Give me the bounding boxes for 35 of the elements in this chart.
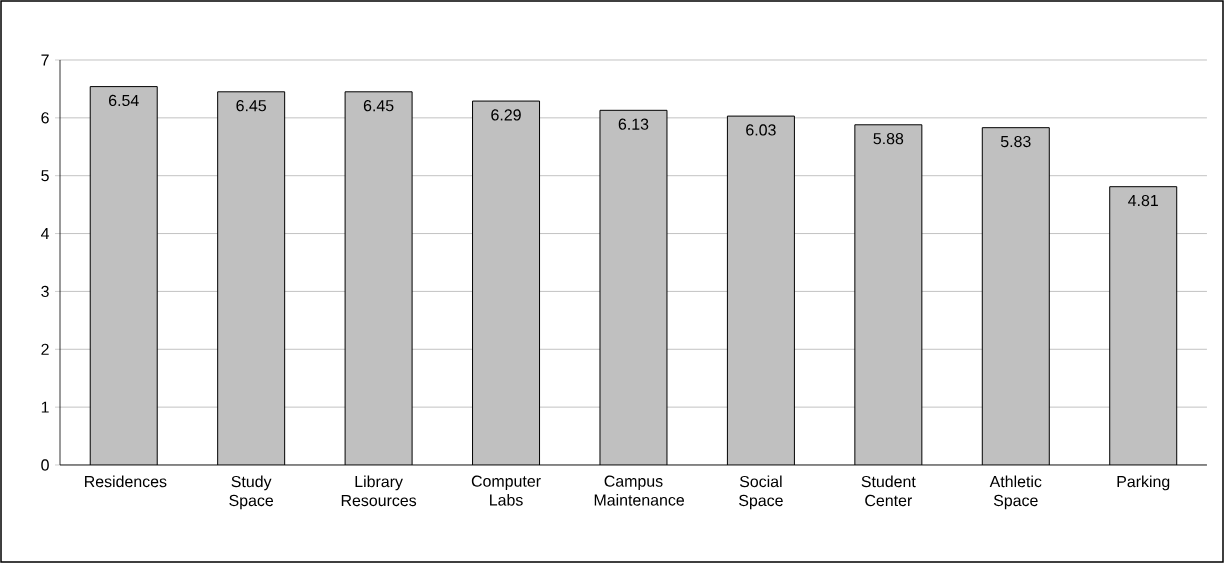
data-label: 6.03	[746, 124, 776, 136]
y-tick-label: 4	[40, 228, 50, 240]
data-label: 6.45	[363, 100, 394, 112]
y-tick-label: 1	[41, 401, 49, 413]
bar	[345, 91, 413, 465]
data-label: 4.81	[1128, 194, 1158, 207]
x-tick-label: Library Resources	[341, 475, 417, 507]
x-tick-label: Computer Labs	[471, 475, 541, 506]
data-label: 6.54	[109, 94, 139, 107]
data-label: 6.29	[491, 109, 521, 121]
bar	[217, 91, 285, 465]
data-label: 5.83	[1000, 135, 1031, 148]
y-tick-label: 5	[41, 170, 49, 182]
y-tick-label: 6	[41, 112, 49, 124]
y-tick-label: 7	[41, 54, 49, 66]
bar	[599, 110, 667, 465]
x-tick-label: Student Center	[861, 475, 916, 507]
bar	[727, 116, 795, 465]
bar	[1109, 186, 1178, 465]
bar	[854, 124, 922, 465]
x-tick-label: Campus Maintenance	[594, 475, 685, 506]
data-label: 5.88	[873, 132, 904, 145]
x-tick-label: Social Space	[739, 475, 783, 510]
x-tick-label: Athletic Space	[989, 475, 1042, 510]
data-label: 6.45	[236, 100, 266, 112]
bar	[90, 86, 158, 465]
bar	[472, 101, 540, 465]
x-tick-label: Residences	[85, 475, 167, 488]
y-tick-label: 2	[41, 343, 49, 355]
data-label: 6.13	[618, 118, 649, 130]
y-tick-label: 0	[41, 459, 49, 471]
y-tick-label: 3	[41, 285, 49, 298]
x-tick-label: Study Space	[229, 475, 274, 510]
bar	[982, 127, 1050, 465]
x-tick-label: Parking	[1117, 475, 1170, 491]
